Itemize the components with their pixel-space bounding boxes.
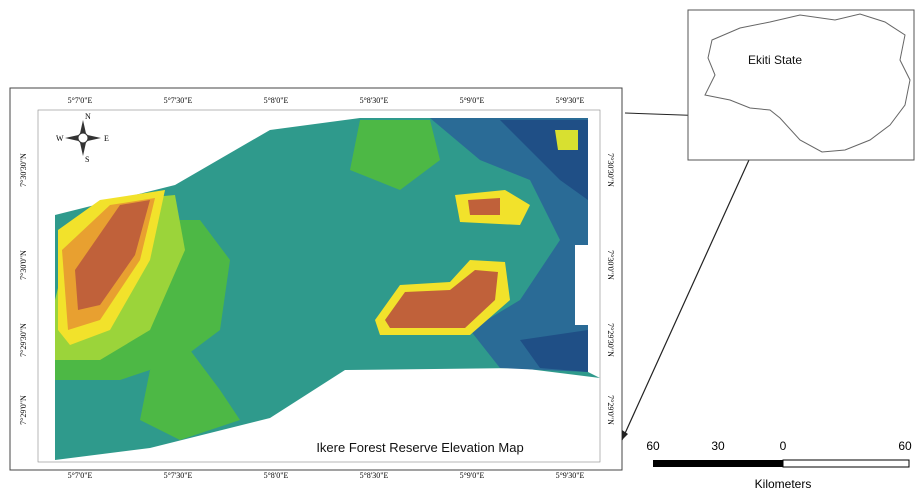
- scale-label: 60: [646, 439, 660, 453]
- right-coord-label: 7°29'0"N: [606, 395, 615, 425]
- compass-south: S: [85, 155, 89, 164]
- left-coord-label: 7°29'30"N: [19, 323, 28, 357]
- bottom-coord-label: 5°8'30"E: [360, 471, 389, 480]
- locator-arrow: [622, 118, 768, 440]
- left-coord-label: 7°30'0"N: [19, 250, 28, 280]
- scale-label: 60: [898, 439, 912, 453]
- compass-west: W: [56, 134, 64, 143]
- compass-north: N: [85, 112, 91, 121]
- top-coord-label: 5°8'30"E: [360, 96, 389, 105]
- scale-label: 0: [780, 439, 787, 453]
- map-title: Ikere Forest Reserve Elevation Map: [316, 440, 523, 455]
- bottom-coord-label: 5°7'0"E: [68, 471, 93, 480]
- top-coord-label: 5°7'0"E: [68, 96, 93, 105]
- left-coord-label: 7°29'0"N: [19, 395, 28, 425]
- scale-segment: [653, 460, 783, 467]
- top-coord-label: 5°9'0"E: [460, 96, 485, 105]
- top-coord-label: 5°8'0"E: [264, 96, 289, 105]
- arrow-head: [622, 430, 628, 440]
- inset-label: Ekiti State: [748, 53, 802, 67]
- elevation-zone-peak: [468, 198, 500, 215]
- right-coord-label: 7°30'30"N: [606, 153, 615, 187]
- compass-east: E: [104, 134, 109, 143]
- scale-segment: [783, 460, 909, 467]
- left-coord-label: 7°30'30"N: [19, 153, 28, 187]
- elevation-zone-yellow: [555, 130, 578, 150]
- right-coord-label: 7°30'0"N: [606, 250, 615, 280]
- bottom-coord-label: 5°9'30"E: [556, 471, 585, 480]
- top-coord-label: 5°9'30"E: [556, 96, 585, 105]
- bottom-coord-label: 5°8'0"E: [264, 471, 289, 480]
- top-coord-label: 5°7'30"E: [164, 96, 193, 105]
- right-coord-label: 7°29'30"N: [606, 323, 615, 357]
- bottom-coord-label: 5°7'30"E: [164, 471, 193, 480]
- scale-label: 30: [711, 439, 725, 453]
- scale-unit: Kilometers: [755, 477, 812, 491]
- page: N S E W Ikere Forest Reserve Elevation M…: [0, 0, 915, 493]
- bottom-coord-label: 5°9'0"E: [460, 471, 485, 480]
